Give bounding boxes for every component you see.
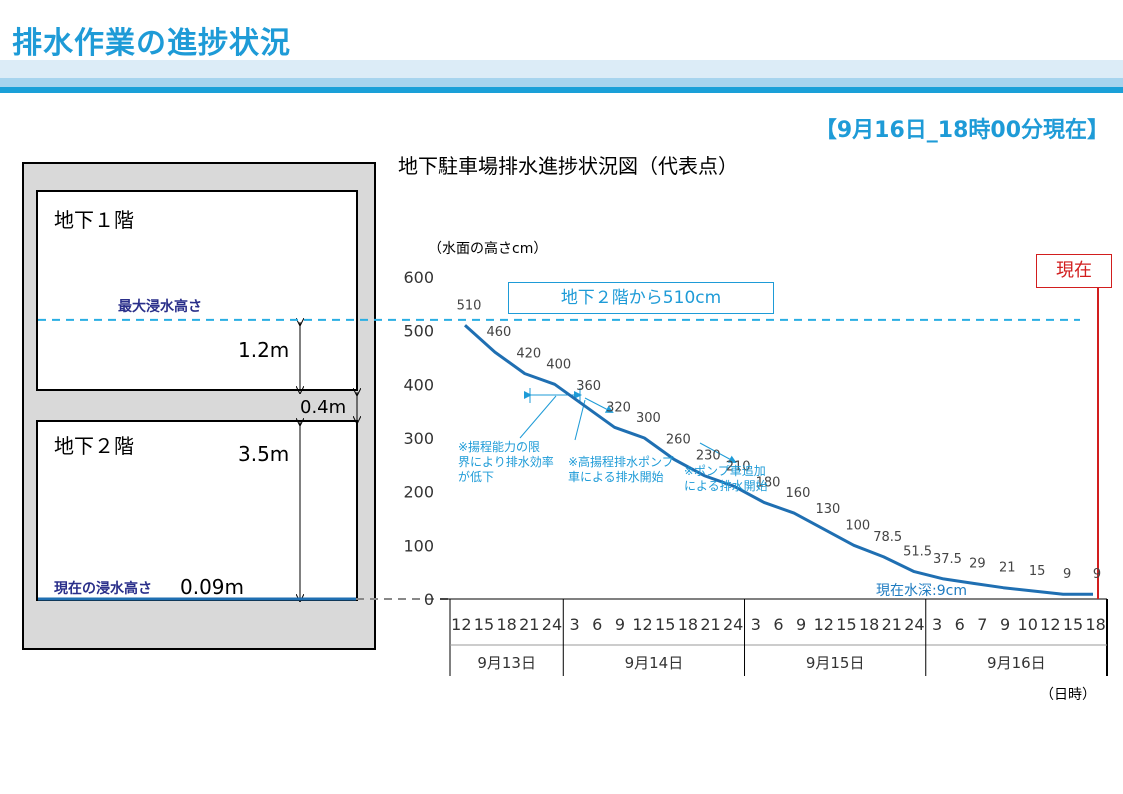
note-2-line: ※高揚程排水ポンプ bbox=[568, 455, 674, 469]
x-tick-label: 15 bbox=[655, 615, 675, 634]
x-tick-label: 21 bbox=[882, 615, 902, 634]
x-group-label: 9月13日 bbox=[477, 654, 536, 672]
dim-lower: 3.5m bbox=[238, 442, 290, 466]
x-group-label: 9月15日 bbox=[806, 654, 865, 672]
x-tick-label: 15 bbox=[474, 615, 494, 634]
series-line bbox=[463, 324, 1093, 596]
x-tick-label: 12 bbox=[814, 615, 834, 634]
x-tick-label: 7 bbox=[977, 615, 987, 634]
x-tick-label: 15 bbox=[836, 615, 856, 634]
data-label: 15 bbox=[1029, 564, 1046, 579]
x-tick-label: 10 bbox=[1018, 615, 1038, 634]
header-band-light bbox=[0, 60, 1123, 78]
x-tick-label: 21 bbox=[519, 615, 539, 634]
y-tick-label: 0 bbox=[424, 590, 434, 609]
note3-arrow bbox=[699, 442, 737, 463]
y-tick-label: 100 bbox=[403, 536, 434, 555]
y-tick-label: 300 bbox=[403, 429, 434, 448]
header-band-dark bbox=[0, 87, 1123, 93]
callout-510: 地下２階から510cm bbox=[508, 282, 774, 314]
current-level-value: 0.09m bbox=[180, 575, 245, 599]
dim-upper: 1.2m bbox=[238, 338, 290, 362]
note1-leader bbox=[519, 395, 557, 439]
y-tick-label: 500 bbox=[403, 322, 434, 341]
x-tick-label: 24 bbox=[904, 615, 924, 634]
data-label: 230 bbox=[696, 449, 721, 464]
x-tick-label: 6 bbox=[592, 615, 602, 634]
data-label: 510 bbox=[457, 298, 482, 313]
current-level-label: 現在の浸水高さ bbox=[54, 581, 152, 597]
data-label: 300 bbox=[636, 411, 661, 426]
basement-1-floor bbox=[36, 190, 358, 391]
data-label: 78.5 bbox=[873, 530, 902, 545]
status-timestamp: 【9月16日_18時00分現在】 bbox=[814, 118, 1109, 143]
x-tick-label: 15 bbox=[1063, 615, 1083, 634]
data-label: 9 bbox=[1063, 567, 1071, 582]
x-tick-label: 24 bbox=[723, 615, 743, 634]
x-tick-label: 3 bbox=[751, 615, 761, 634]
data-label: 21 bbox=[999, 561, 1016, 576]
data-label: 420 bbox=[516, 347, 541, 362]
data-label: 460 bbox=[486, 325, 511, 340]
x-tick-label: 18 bbox=[678, 615, 698, 634]
x-tick-label: 12 bbox=[632, 615, 652, 634]
data-label: 320 bbox=[606, 400, 631, 415]
data-label: 37.5 bbox=[933, 552, 962, 567]
now-depth-label: 現在水深:9cm bbox=[876, 583, 967, 599]
now-label: 現在 bbox=[1036, 254, 1112, 288]
note-2-line: 車による排水開始 bbox=[568, 470, 664, 484]
dim-slab: 0.4m bbox=[300, 397, 347, 418]
x-tick-label: 6 bbox=[955, 615, 965, 634]
x-tick-label: 3 bbox=[932, 615, 942, 634]
data-label: 360 bbox=[576, 379, 601, 394]
note-2: ※高揚程排水ポンプ 車による排水開始 bbox=[568, 455, 674, 485]
x-tick-label: 6 bbox=[773, 615, 783, 634]
data-label: 160 bbox=[786, 486, 811, 501]
x-tick-label: 9 bbox=[615, 615, 625, 634]
note-3: ※ポンプ車追加 による排水開始 bbox=[684, 464, 768, 494]
data-label: 9 bbox=[1093, 567, 1101, 582]
note-1-line: 界により排水効率 bbox=[458, 455, 554, 469]
x-axis-title: （日時） bbox=[1040, 687, 1096, 703]
data-label: 130 bbox=[815, 502, 840, 517]
data-label: 180 bbox=[756, 475, 781, 490]
y-tick-label: 200 bbox=[403, 483, 434, 502]
data-label: 400 bbox=[546, 357, 571, 372]
floor1-label: 地下１階 bbox=[54, 208, 134, 232]
data-label: 100 bbox=[845, 518, 870, 533]
x-tick-label: 12 bbox=[451, 615, 471, 634]
data-label: 29 bbox=[969, 556, 986, 571]
note-3-line: による排水開始 bbox=[684, 479, 768, 493]
x-tick-label: 24 bbox=[542, 615, 562, 634]
x-group-label: 9月14日 bbox=[625, 654, 684, 672]
page-title: 排水作業の進捗状況 bbox=[12, 26, 291, 61]
floor2-label: 地下２階 bbox=[54, 434, 134, 458]
note-1: ※揚程能力の限 界により排水効率 が低下 bbox=[458, 440, 554, 485]
x-group-label: 9月16日 bbox=[987, 654, 1046, 672]
header-band-mid bbox=[0, 78, 1123, 87]
data-label: 210 bbox=[726, 459, 751, 474]
x-tick-label: 9 bbox=[1000, 615, 1010, 634]
x-tick-label: 3 bbox=[570, 615, 580, 634]
x-tick-label: 18 bbox=[859, 615, 879, 634]
data-label: 51.5 bbox=[903, 544, 932, 559]
y-tick-label: 600 bbox=[403, 268, 434, 287]
basement-2-floor bbox=[36, 420, 358, 601]
x-tick-label: 18 bbox=[1085, 615, 1105, 634]
note2-arrow bbox=[584, 397, 614, 413]
y-tick-label: 400 bbox=[403, 375, 434, 394]
chart-title: 地下駐車場排水進捗状況図（代表点） bbox=[398, 154, 738, 178]
note-3-line: ※ポンプ車追加 bbox=[684, 464, 766, 478]
data-label: 260 bbox=[666, 432, 691, 447]
x-tick-label: 18 bbox=[496, 615, 516, 634]
note-1-line: が低下 bbox=[458, 470, 495, 484]
x-tick-label: 12 bbox=[1040, 615, 1060, 634]
y-axis-title: （水面の高さcm） bbox=[428, 241, 548, 257]
max-level-label: 最大浸水高さ bbox=[118, 299, 202, 315]
x-tick-label: 9 bbox=[796, 615, 806, 634]
x-tick-label: 21 bbox=[700, 615, 720, 634]
note-1-line: ※揚程能力の限 bbox=[458, 440, 541, 454]
